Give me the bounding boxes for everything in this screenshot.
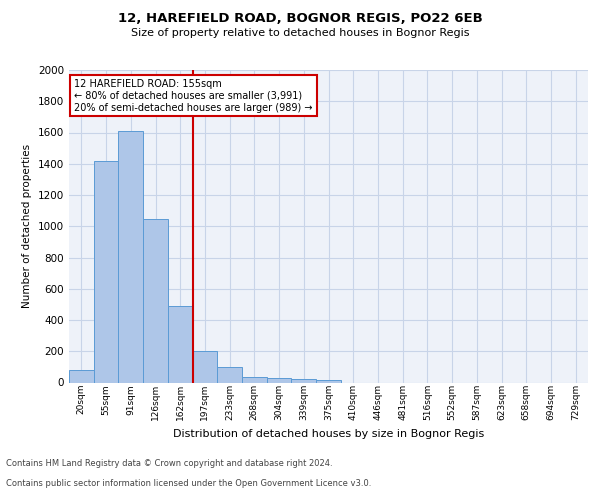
X-axis label: Distribution of detached houses by size in Bognor Regis: Distribution of detached houses by size …	[173, 428, 484, 438]
Bar	[69, 370, 94, 382]
Bar	[242, 376, 267, 382]
Bar	[193, 351, 217, 382]
Bar	[118, 131, 143, 382]
Text: Contains HM Land Registry data © Crown copyright and database right 2024.: Contains HM Land Registry data © Crown c…	[6, 458, 332, 468]
Bar	[292, 380, 316, 382]
Bar	[94, 160, 118, 382]
Bar	[168, 306, 193, 382]
Bar	[217, 367, 242, 382]
Text: Contains public sector information licensed under the Open Government Licence v3: Contains public sector information licen…	[6, 478, 371, 488]
Text: 12, HAREFIELD ROAD, BOGNOR REGIS, PO22 6EB: 12, HAREFIELD ROAD, BOGNOR REGIS, PO22 6…	[118, 12, 482, 26]
Y-axis label: Number of detached properties: Number of detached properties	[22, 144, 32, 308]
Bar	[267, 378, 292, 382]
Text: Size of property relative to detached houses in Bognor Regis: Size of property relative to detached ho…	[131, 28, 469, 38]
Text: 12 HAREFIELD ROAD: 155sqm
← 80% of detached houses are smaller (3,991)
20% of se: 12 HAREFIELD ROAD: 155sqm ← 80% of detac…	[74, 80, 313, 112]
Bar	[143, 219, 168, 382]
Bar	[316, 380, 341, 382]
